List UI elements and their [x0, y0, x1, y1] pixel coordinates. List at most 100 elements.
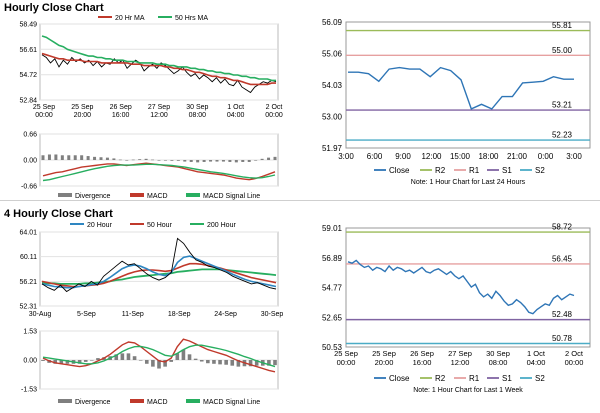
y-tick-label: 54.77	[322, 284, 343, 293]
y-tick-label: 53.00	[322, 113, 343, 122]
divergence-bar	[118, 159, 122, 161]
4h-macd-chart: 1.53 0.00 -1.53 Divergence MACD MACD Signal L…	[21, 329, 279, 406]
divergence-bar	[105, 157, 109, 160]
level-label-r1: 56.45	[552, 254, 573, 263]
y-tick-label: 52.65	[322, 313, 343, 322]
x-tick-label: 30 Sep	[486, 349, 510, 358]
y-tick-label: 56.61	[19, 47, 37, 54]
legend-r2-label: R2	[435, 374, 446, 383]
y-tick-label: 0.00	[23, 358, 37, 365]
divergence-bar	[215, 160, 219, 162]
x-tick-label: 08:00	[489, 358, 508, 367]
divergence-bar	[202, 160, 206, 162]
x-tick-label: 08:00	[189, 112, 207, 119]
x-tick-label: 26 Sep	[410, 349, 434, 358]
legend-macd-label: MACD	[147, 399, 168, 406]
divergence-bar	[73, 155, 77, 160]
x-tick-label: 25 Sep	[33, 104, 55, 111]
x-tick-label: 9:00	[395, 152, 411, 161]
y-tick-label: 59.01	[322, 224, 343, 233]
divergence-bar	[273, 360, 277, 366]
divergence-bar	[80, 155, 84, 160]
y-tick-label: 52.31	[19, 304, 37, 311]
hourly-macd-chart: 0.66 0.00 -0.66 Divergence MACD MACD Signal L…	[21, 132, 279, 200]
legend-divergence-label: Divergence	[75, 399, 111, 406]
divergence-bar	[90, 360, 94, 361]
divergence-bar	[209, 160, 213, 162]
divergence-bar	[254, 360, 259, 366]
legend-ma20-label: 20 Hr MA	[115, 15, 145, 22]
divergence-bar	[163, 160, 167, 161]
close-line	[41, 237, 277, 293]
plot-frame	[345, 227, 591, 348]
divergence-bar	[212, 360, 216, 364]
divergence-bar	[157, 160, 161, 161]
x-tick-label: 27 Sep	[148, 104, 170, 111]
y-tick-label: 51.97	[322, 144, 343, 153]
divergence-bar	[199, 360, 204, 362]
divergence-bar	[176, 160, 180, 161]
legend-divergence-swatch	[58, 399, 72, 403]
divergence-bar	[77, 360, 82, 364]
legend-20h-label: 20 Hour	[87, 222, 113, 229]
x-tick-label: 18:00	[478, 152, 499, 161]
divergence-bar	[267, 360, 271, 366]
divergence-bar	[112, 158, 116, 160]
x-tick-label: 20:00	[74, 112, 92, 119]
x-tick-label: 5-Sep	[77, 311, 96, 318]
divergence-bar	[144, 360, 149, 364]
x-tick-label: 18-Sep	[168, 311, 191, 318]
x-tick-label: 00:00	[35, 112, 53, 119]
signal-line	[42, 163, 276, 182]
divergence-bar	[254, 160, 258, 161]
legend-macd-label: MACD	[147, 193, 168, 200]
divergence-bar	[221, 160, 225, 162]
level-label-r2: 55.81	[552, 21, 573, 30]
x-tick-label: 25 Sep	[71, 104, 93, 111]
legend-50h-label: 50 Hour	[147, 222, 173, 229]
x-tick-label: 2 Oct	[565, 349, 584, 358]
macd-line	[42, 162, 276, 181]
ma20-line	[41, 52, 276, 86]
legend-s2-label: S2	[535, 166, 545, 175]
divergence-bar	[99, 157, 103, 160]
legend-signal-label: MACD Signal Line	[203, 193, 260, 200]
close-line	[347, 259, 575, 315]
x-tick-label: 15:00	[450, 152, 471, 161]
divergence-bar	[41, 360, 45, 361]
x-tick-label: 25 Sep	[372, 349, 396, 358]
level-label-r2: 58.72	[552, 223, 573, 232]
divergence-bar	[163, 360, 167, 367]
y-tick-label: -1.53	[21, 387, 37, 394]
y-tick-label: 52.84	[19, 98, 37, 105]
divergence-bar	[183, 160, 187, 162]
x-tick-label: 16:00	[112, 112, 130, 119]
x-tick-label: 27 Sep	[448, 349, 472, 358]
divergence-bar	[96, 358, 100, 360]
divergence-bar	[126, 353, 131, 360]
section-title-hourly: Hourly Close Chart	[4, 2, 104, 14]
divergence-bar	[41, 155, 45, 160]
divergence-bar	[206, 360, 210, 364]
divergence-bar	[228, 160, 232, 162]
legend-s1-label: S1	[502, 166, 512, 175]
x-tick-label: 04:00	[227, 112, 245, 119]
x-tick-label: 11-Sep	[122, 311, 144, 318]
x-tick-label: 3:00	[566, 152, 582, 161]
macd-line	[42, 338, 276, 373]
divergence-bar	[224, 360, 228, 365]
divergence-bar	[83, 360, 88, 362]
divergence-bar	[151, 159, 155, 161]
y-tick-label: 60.11	[20, 254, 37, 261]
level-label-r1: 55.00	[552, 46, 573, 55]
divergence-bar	[193, 358, 198, 360]
y-tick-label: 56.89	[322, 254, 343, 263]
y-tick-label: 56.21	[19, 279, 37, 286]
divergence-bar	[248, 360, 253, 367]
x-tick-label: 20:00	[375, 358, 394, 367]
divergence-bar	[157, 360, 161, 369]
divergence-bar	[138, 360, 143, 361]
plot-frame	[345, 21, 591, 149]
